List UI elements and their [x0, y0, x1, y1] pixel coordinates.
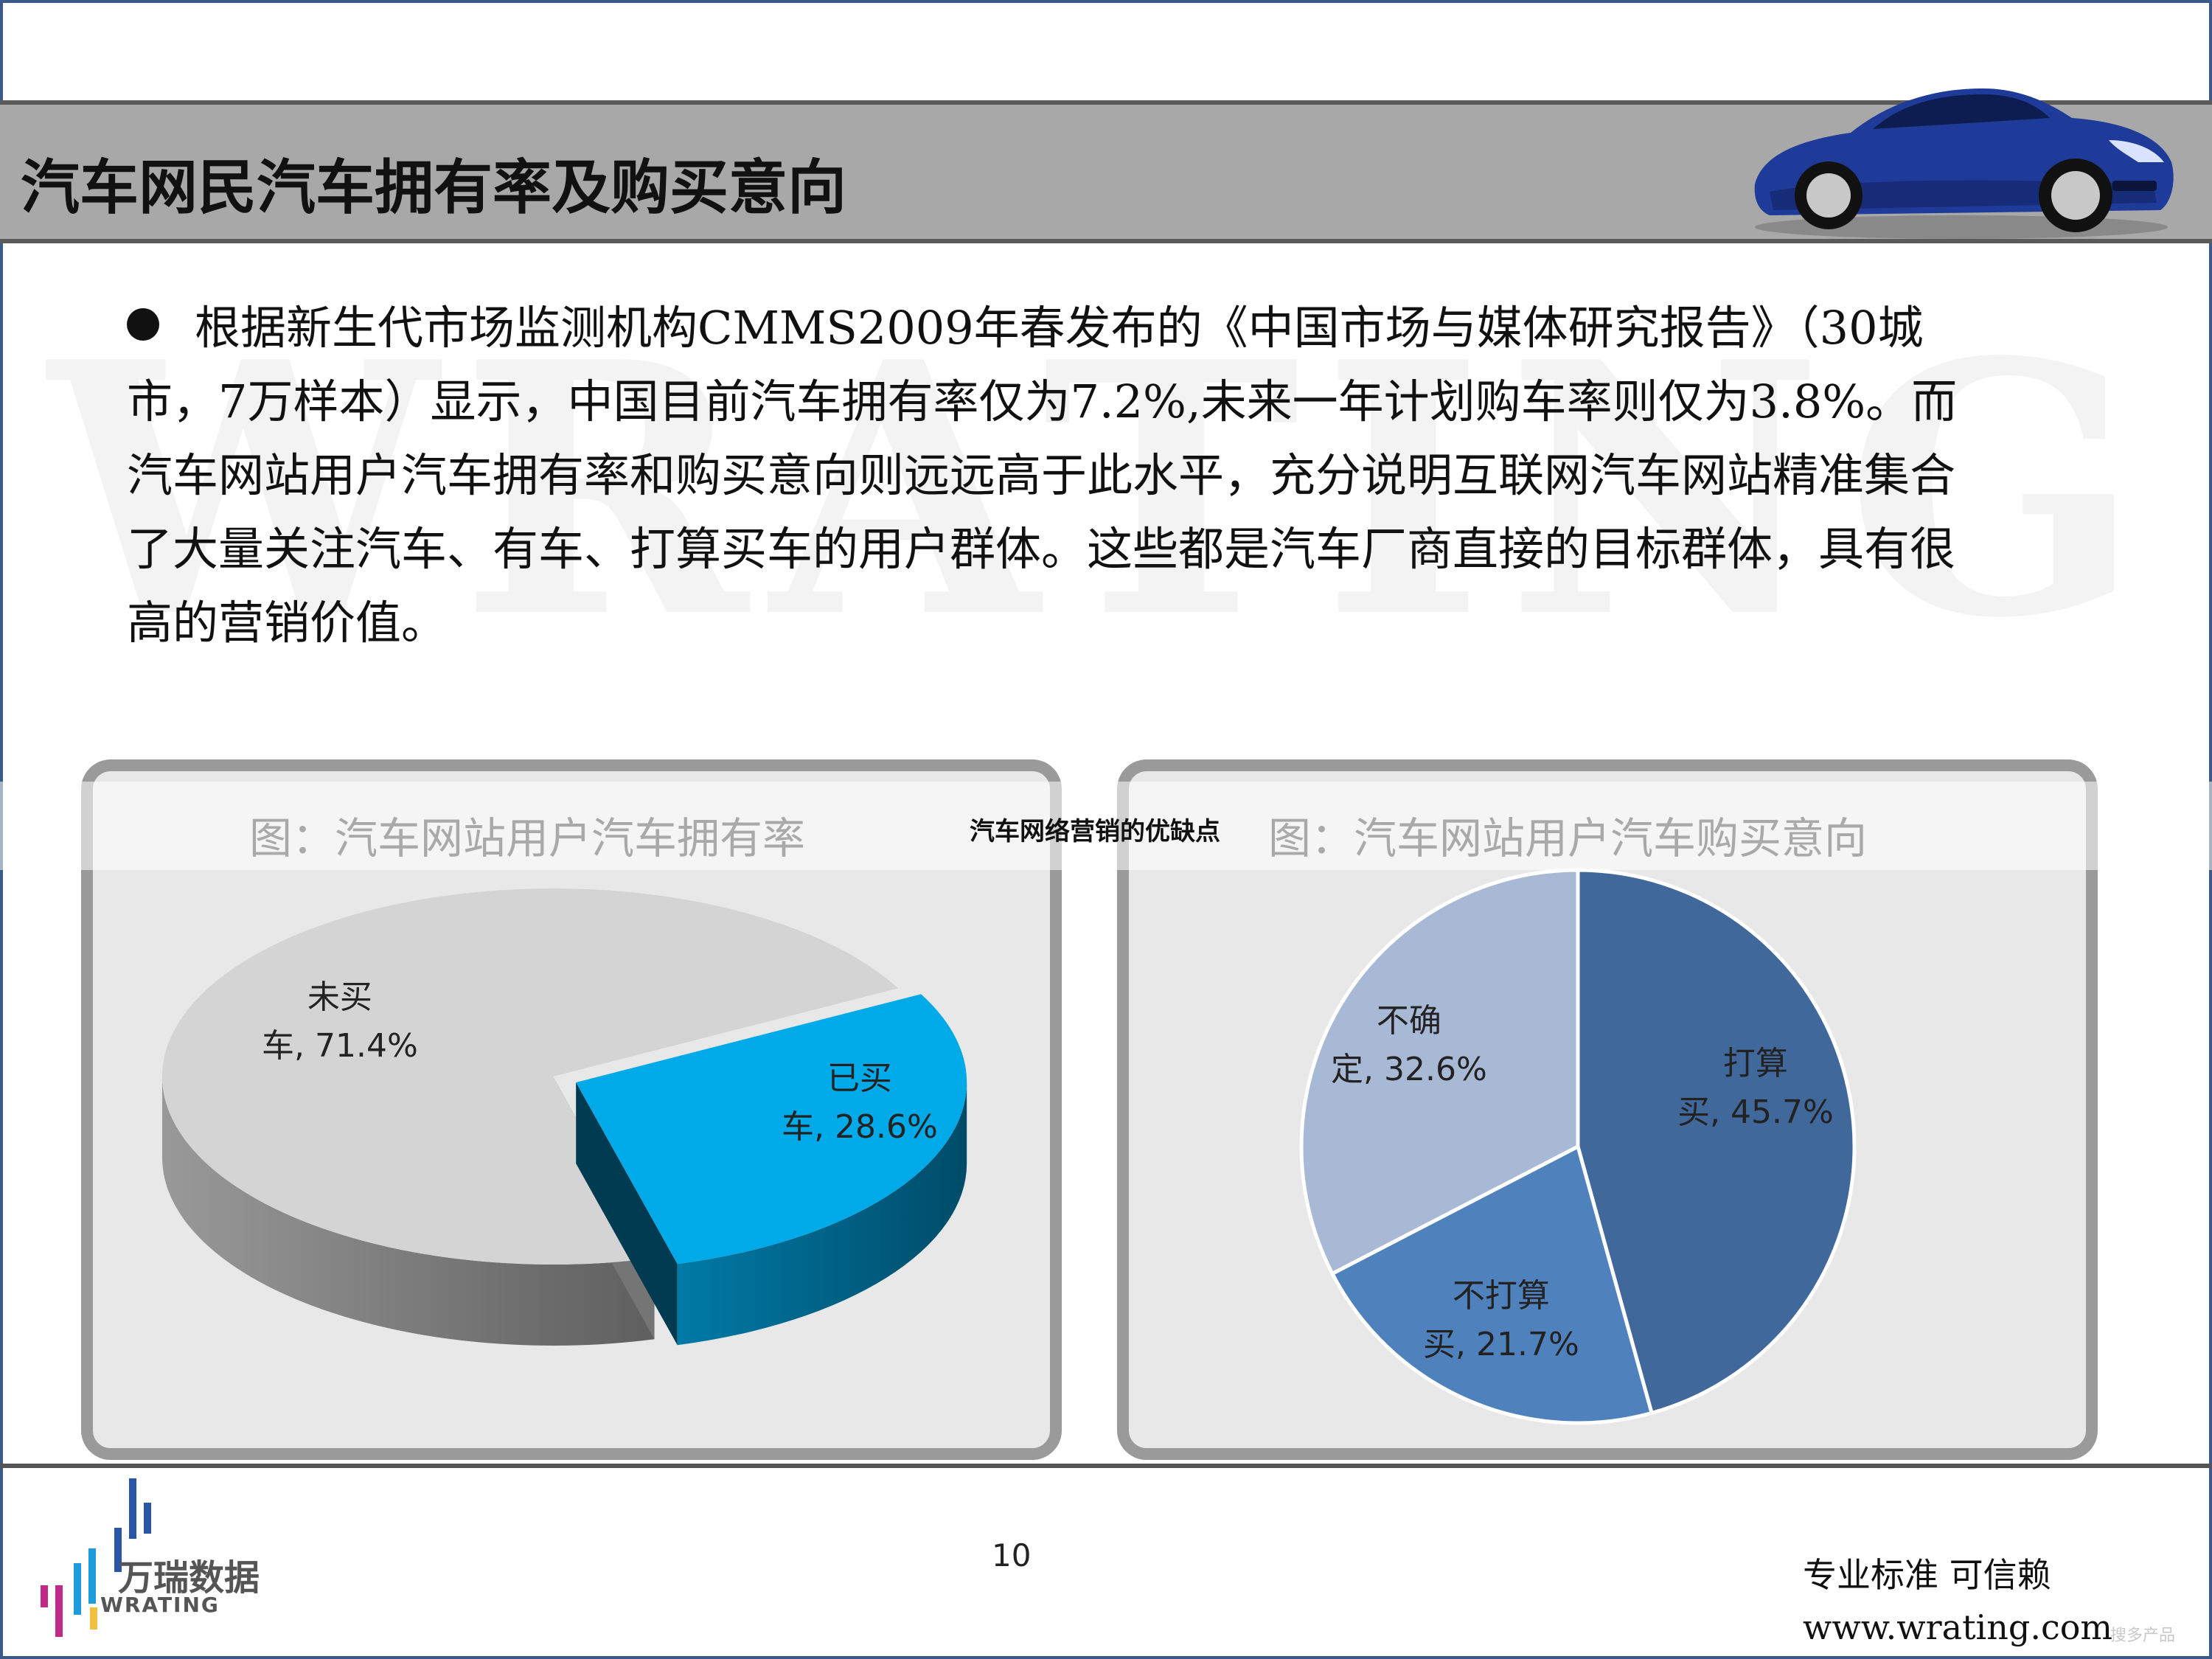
paragraph-line: 高的营销价值。 [127, 596, 448, 650]
paragraph-line: 了大量关注汽车、有车、打算买车的用户群体。这些都是汽车厂商直接的目标群体，具有很 [127, 522, 1956, 576]
slice-label-bought: 已买 车, 28.6% [782, 1060, 938, 1146]
paragraph-line: 汽车网站用户汽车拥有率和购买意向则远远高于此水平，充分说明互联网汽车网站精准集合 [127, 448, 1956, 502]
slice-top-not-bought [162, 888, 898, 1265]
chart-title-ownership: 图：汽车网站用户汽车拥有率 [249, 813, 806, 863]
slice-not-plan [1329, 1144, 1655, 1425]
slice-label-not-plan: 不打算 买, 21.7% [1423, 1277, 1579, 1363]
page-number: 10 [992, 1537, 1032, 1573]
pie-chart-intent [1299, 868, 1857, 1425]
slide-title: 汽车网民汽车拥有率及购买意向 [21, 153, 846, 222]
slice-plan-to-buy [1576, 868, 1857, 1416]
footer-website[interactable]: www.wrating.com [1803, 1607, 2113, 1647]
bullet-dot [127, 308, 159, 341]
footer-slogan: 专业标准 可信赖 [1803, 1555, 2051, 1595]
car-image [1754, 88, 2174, 239]
pie-chart-ownership [162, 888, 967, 1346]
slice-wall-bought [576, 1082, 678, 1346]
logo-name-cn: 万瑞数据 [118, 1557, 260, 1599]
overlay-caption: 汽车网络营销的优缺点 [970, 817, 1220, 846]
slice-uncertain [1299, 868, 1580, 1276]
logo-name-en: WRATING [100, 1593, 220, 1617]
footer-divider [0, 1464, 2212, 1468]
watermark: WRATING [49, 287, 2163, 694]
chart-title-intent: 图：汽车网站用户汽车购买意向 [1268, 813, 1868, 863]
paragraph-line: 根据新生代市场监测机构CMMS2009年春发布的《中国市场与媒体研究报告》（30… [195, 301, 1924, 355]
slice-label-plan-to-buy: 打算 买, 45.7% [1677, 1045, 1834, 1131]
slice-side-bought [677, 1082, 967, 1346]
slice-side-not-bought [162, 1077, 655, 1346]
body-paragraph: 根据新生代市场监测机构CMMS2009年春发布的《中国市场与媒体研究报告》（30… [127, 291, 2110, 660]
overlay-band [0, 782, 2212, 870]
slice-label-uncertain: 不确 定, 32.6% [1331, 1002, 1487, 1088]
corner-watermark: 搜多产品 [2110, 1627, 2176, 1645]
slice-label-not-bought: 未买 车, 71.4% [262, 978, 418, 1065]
wrating-logo-icon [41, 1478, 151, 1637]
paragraph-line: 市，7万样本）显示，中国目前汽车拥有率仅为7.2%,未来一年计划购车率则仅为3.… [127, 375, 1958, 428]
slice-top-bought [576, 994, 967, 1265]
